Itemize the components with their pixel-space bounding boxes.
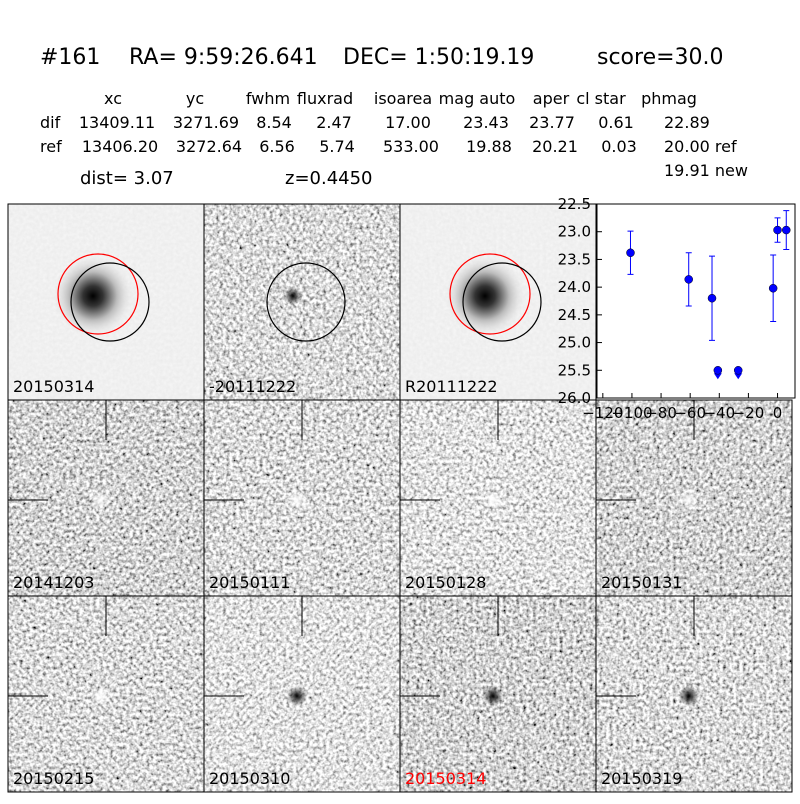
row-label: ref (40, 137, 62, 156)
table-cell: 533.00 (383, 137, 439, 156)
x-tick-label: −40 (703, 404, 735, 422)
column-header: phmag (641, 89, 697, 108)
table-cell: 23.43 (463, 113, 509, 132)
column-header: fluxrad (297, 89, 353, 108)
candidate-id: #161 (40, 45, 100, 70)
y-tick-label: 23.0 (558, 223, 591, 241)
table-cell: 20.00 ref (664, 137, 737, 156)
dec: DEC= 1:50:19.19 (343, 45, 534, 70)
aperture (462, 262, 542, 342)
aperture-ref (449, 253, 531, 335)
light-curve: 22.5 23.0 23.5 24.0 24.5 25.0 25.5 26.0−120−100… (558, 195, 796, 422)
column-header: mag auto (439, 89, 516, 108)
stamp-frame (595, 595, 793, 793)
table-cell: 3272.64 (176, 137, 242, 156)
x-tick-label: −100 (611, 404, 652, 422)
table-cell: 5.74 (319, 137, 355, 156)
limit-marker (713, 373, 722, 380)
table-cell: 17.00 (385, 113, 431, 132)
y-tick-label: 23.5 (558, 250, 591, 268)
stamp-label: 20150215 (13, 769, 94, 788)
stamp-label: 20150319 (601, 769, 682, 788)
column-header: aper (533, 89, 570, 108)
stamp-label: -20111222 (209, 377, 296, 396)
stamp-label: 20150111 (209, 573, 290, 592)
y-tick-label: 24.0 (558, 278, 591, 296)
stamp-label: 20150314 (13, 377, 94, 396)
column-header: yc (186, 89, 204, 108)
y-tick-label: 26.0 (558, 389, 591, 407)
table-cell: 6.56 (259, 137, 295, 156)
data-point (713, 366, 723, 375)
residual (284, 287, 302, 305)
aperture (70, 262, 150, 342)
y-tick-label: 22.5 (558, 195, 591, 213)
galaxy (53, 256, 133, 336)
source (679, 490, 699, 510)
y-tick-label: 25.5 (558, 361, 591, 379)
score: score=30.0 (597, 45, 724, 70)
column-header: fwhm (246, 89, 290, 108)
table-cell: 13409.11 (79, 113, 155, 132)
x-tick-label: −20 (733, 404, 765, 422)
data-point (684, 275, 693, 284)
source (287, 686, 307, 706)
row-label: dif (40, 113, 61, 132)
data-point (733, 366, 743, 375)
table-cell: 19.88 (466, 137, 512, 156)
stamps: 20150314 -20111222 R20111222 20141203 201501… (7, 203, 793, 793)
plot-area (596, 203, 796, 399)
table-cell: 3271.69 (173, 113, 239, 132)
stamp-label: 20150128 (405, 573, 486, 592)
y-tick-label: 25.0 (558, 334, 591, 352)
stamp-image (204, 204, 400, 400)
data-point (626, 248, 635, 258)
data-point (707, 293, 717, 303)
x-tick-label: 0 (773, 404, 783, 422)
source (679, 686, 699, 706)
source (91, 490, 111, 510)
y-tick-label: 24.5 (558, 306, 591, 324)
phmag-new: 19.91 new (664, 161, 748, 180)
table-cell: 2.47 (316, 113, 352, 132)
x-tick-label: −60 (674, 404, 706, 422)
stamp-label: 20150314 (405, 769, 486, 788)
galaxy (445, 256, 525, 336)
stamp-label: 20141203 (13, 573, 94, 592)
source (483, 490, 503, 510)
table-cell: 0.61 (598, 113, 634, 132)
table-cell: 22.89 (664, 113, 710, 132)
stamp-label: R20111222 (405, 377, 498, 396)
column-header: xc (104, 89, 122, 108)
x-tick-label: −80 (645, 404, 677, 422)
dist: dist= 3.07 (80, 168, 174, 189)
source (91, 686, 111, 706)
stamp-label: 20150310 (209, 769, 290, 788)
stamp-label: 20150131 (601, 573, 682, 592)
data-point (782, 225, 791, 235)
data-point (768, 284, 778, 293)
column-header: isoarea (374, 89, 432, 108)
redshift: z=0.4450 (285, 168, 373, 189)
limit-marker (734, 373, 743, 380)
aperture (266, 262, 346, 342)
source (287, 490, 307, 510)
table-cell: 13406.20 (82, 137, 158, 156)
table-cell: 0.03 (601, 137, 637, 156)
column-header: cl star (576, 89, 626, 108)
aperture-ref (57, 253, 139, 335)
data-point (773, 225, 782, 235)
table-cell: 20.21 (532, 137, 578, 156)
x-tick-label: −120 (582, 404, 623, 422)
ra: RA= 9:59:26.641 (129, 45, 318, 70)
table-cell: 8.54 (256, 113, 292, 132)
source (483, 686, 503, 706)
table-cell: 23.77 (529, 113, 575, 132)
